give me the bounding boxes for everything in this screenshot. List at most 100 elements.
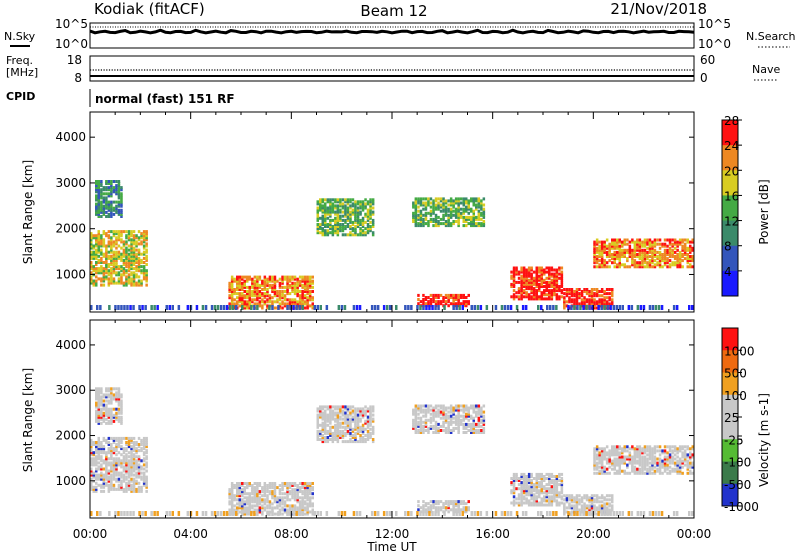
power-echo-cell	[117, 281, 121, 285]
velocity-echo-cell	[321, 413, 324, 417]
power-echo-cell	[95, 182, 98, 185]
velocity-echo-cell	[558, 483, 561, 487]
velocity-echo-cell	[326, 417, 330, 421]
power-echo-cell	[268, 283, 272, 287]
velocity-echo-cell	[120, 459, 123, 463]
velocity-echo-cell	[125, 457, 128, 461]
velocity-echo-cell	[271, 484, 274, 487]
power-echo-cell	[236, 296, 239, 300]
power-echo-cell	[349, 200, 352, 204]
power-echo-cell	[522, 278, 526, 282]
power-echo-cell	[95, 250, 98, 254]
power-echo-cell	[603, 261, 606, 265]
power-echo-cell	[407, 305, 410, 310]
power-echo-cell	[100, 208, 103, 212]
velocity-echo-cell	[429, 412, 433, 416]
power-echo-cell	[432, 300, 435, 304]
velocity-echo-cell	[369, 419, 372, 423]
velocity-echo-cell	[97, 436, 100, 440]
velocity-echo-cell	[580, 506, 584, 510]
power-echo-cell	[319, 206, 322, 210]
power-echo-cell	[105, 215, 108, 218]
velocity-echo-cell	[308, 492, 312, 496]
velocity-echo-cell	[130, 463, 133, 467]
velocity-echo-cell	[452, 500, 455, 504]
velocity-echo-cell	[631, 461, 634, 465]
power-echo-cell	[522, 272, 526, 276]
velocity-echo-cell	[598, 465, 601, 469]
power-echo-cell	[595, 248, 599, 252]
velocity-echo-cell	[663, 459, 667, 463]
power-echo-cell	[311, 281, 314, 285]
power-echo-cell	[145, 230, 148, 234]
power-echo-cell	[102, 240, 106, 244]
power-echo-cell	[105, 232, 108, 236]
velocity-echo-cell	[643, 455, 647, 459]
colorbar-swatch	[722, 270, 738, 297]
velocity-echo-cell	[291, 508, 294, 512]
velocity-echo-cell	[538, 491, 541, 495]
velocity-echo-cell	[331, 425, 335, 429]
velocity-echo-cell	[429, 504, 433, 508]
velocity-echo-cell	[535, 483, 538, 487]
power-echo-cell	[517, 289, 521, 293]
power-echo-cell	[535, 293, 538, 297]
velocity-echo-cell	[691, 445, 694, 449]
power-echo-cell	[369, 204, 372, 208]
velocity-echo-cell	[324, 425, 327, 429]
velocity-echo-cell	[107, 413, 111, 417]
power-echo-cell	[258, 277, 262, 281]
velocity-echo-cell	[142, 436, 146, 440]
velocity-echo-cell	[565, 496, 569, 500]
power-echo-cell	[603, 305, 606, 310]
power-echo-cell	[339, 229, 342, 233]
power-echo-cell	[132, 242, 136, 246]
power-echo-cell	[545, 293, 548, 297]
velocity-echo-cell	[276, 504, 279, 508]
power-echo-cell	[683, 250, 687, 254]
power-echo-cell	[663, 248, 667, 252]
power-echo-cell	[298, 279, 302, 283]
power-echo-cell	[517, 276, 521, 280]
power-echo-cell	[298, 290, 302, 293]
power-echo-cell	[132, 250, 136, 254]
velocity-echo-cell	[447, 502, 450, 506]
velocity-echo-cell	[643, 451, 647, 455]
velocity-echo-cell	[112, 393, 116, 397]
power-echo-cell	[477, 213, 481, 217]
power-echo-cell	[472, 220, 475, 223]
power-echo-cell	[666, 265, 669, 269]
power-echo-cell	[515, 305, 519, 310]
power-echo-cell	[553, 287, 556, 291]
power-echo-cell	[683, 253, 687, 256]
power-echo-cell	[626, 265, 629, 269]
velocity-echo-cell	[236, 502, 239, 506]
power-echo-cell	[515, 280, 518, 284]
power-echo-cell	[95, 208, 98, 212]
power-echo-cell	[683, 257, 687, 261]
power-echo-cell	[105, 254, 108, 258]
power-echo-cell	[296, 300, 299, 304]
power-echo-cell	[120, 200, 123, 204]
power-echo-cell	[595, 288, 599, 291]
power-echo-cell	[573, 300, 576, 304]
power-echo-cell	[352, 305, 356, 310]
power-echo-cell	[382, 305, 386, 310]
power-echo-cell	[112, 265, 116, 269]
velocity-echo-cell	[107, 449, 111, 453]
velocity-echo-cell	[349, 427, 352, 431]
velocity-echo-cell	[301, 486, 304, 490]
power-echo-cell	[512, 289, 516, 293]
power-echo-cell	[296, 294, 299, 298]
power-echo-cell	[112, 261, 116, 264]
velocity-echo-cell	[356, 409, 360, 413]
velocity-echo-cell	[107, 443, 111, 446]
velocity-echo-cell	[120, 465, 123, 469]
power-echo-cell	[105, 234, 108, 238]
velocity-echo-cell	[95, 457, 98, 461]
power-echo-cell	[480, 205, 483, 209]
power-echo-cell	[303, 277, 307, 281]
velocity-echo-cell	[122, 455, 126, 459]
velocity-echo-cell	[553, 481, 556, 485]
power-echo-cell	[105, 200, 108, 204]
